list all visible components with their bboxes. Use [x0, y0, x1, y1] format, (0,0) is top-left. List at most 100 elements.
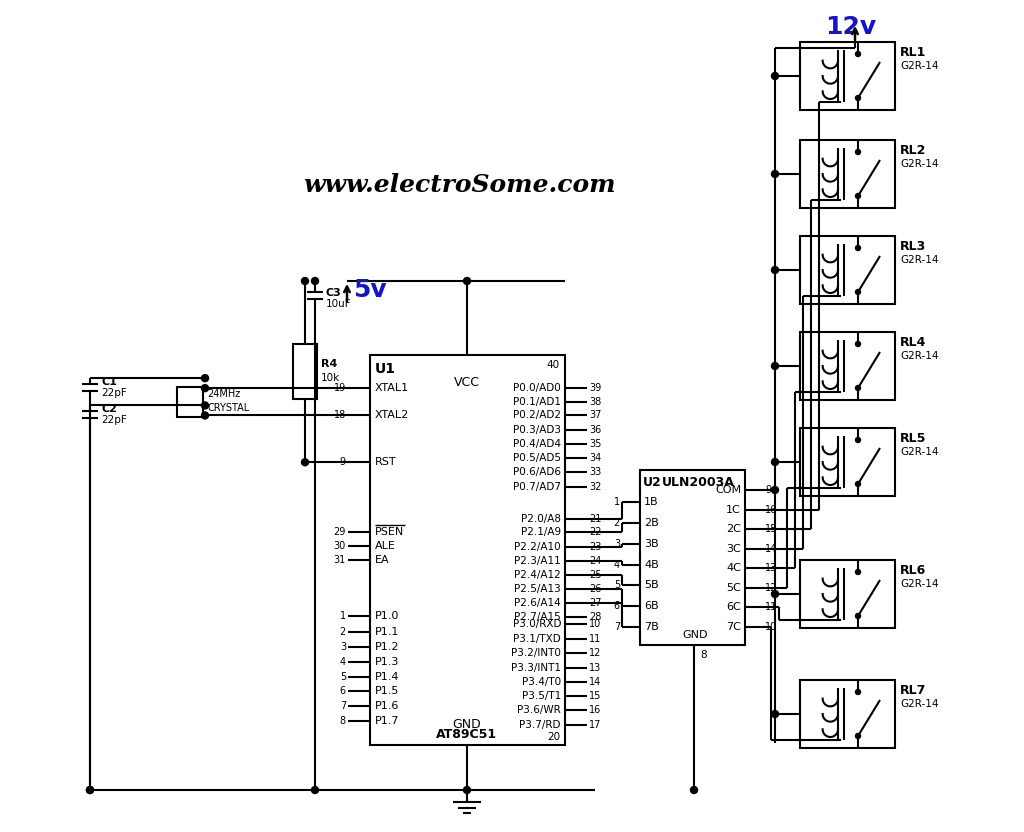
Text: 22pF: 22pF: [101, 389, 127, 399]
Text: GND: GND: [682, 630, 708, 640]
Circle shape: [771, 266, 778, 274]
Text: ULN2003A: ULN2003A: [662, 476, 735, 488]
Text: 28: 28: [589, 612, 601, 622]
Bar: [800, 680, 895, 748]
Circle shape: [690, 786, 697, 794]
Text: 2: 2: [613, 518, 620, 527]
Text: 4B: 4B: [644, 559, 658, 569]
Text: P3.7/RD: P3.7/RD: [519, 720, 561, 730]
Text: P0.5/AD5: P0.5/AD5: [513, 453, 561, 463]
Text: 4: 4: [340, 657, 346, 667]
Text: G2R-14: G2R-14: [900, 61, 939, 71]
Text: 15: 15: [765, 524, 777, 534]
Text: P0.3/AD3: P0.3/AD3: [513, 425, 561, 435]
Text: 1B: 1B: [644, 497, 658, 507]
Text: COM: COM: [715, 485, 741, 495]
Text: 38: 38: [589, 397, 601, 407]
Text: 3: 3: [340, 641, 346, 651]
Text: 9: 9: [765, 485, 771, 495]
Text: RL7: RL7: [900, 684, 927, 696]
Text: P0.2/AD2: P0.2/AD2: [513, 410, 561, 420]
Circle shape: [311, 786, 318, 794]
Text: U1: U1: [375, 362, 396, 376]
Text: P0.4/AD4: P0.4/AD4: [513, 439, 561, 449]
Text: RL4: RL4: [900, 335, 927, 349]
Text: 10k: 10k: [321, 373, 340, 383]
Text: P3.3/INT1: P3.3/INT1: [511, 663, 561, 673]
Circle shape: [771, 72, 778, 80]
Circle shape: [771, 711, 778, 717]
Text: 34: 34: [589, 453, 601, 463]
Bar: [293, 344, 317, 399]
Text: G2R-14: G2R-14: [900, 351, 939, 361]
Text: P3.6/WR: P3.6/WR: [517, 705, 561, 715]
Text: C2: C2: [101, 404, 117, 414]
Circle shape: [86, 786, 93, 794]
Text: C1: C1: [101, 377, 117, 387]
Text: P1.4: P1.4: [375, 671, 399, 681]
Text: P2.6/A14: P2.6/A14: [514, 598, 561, 608]
Text: C3: C3: [326, 288, 342, 298]
Text: P1.0: P1.0: [375, 612, 399, 622]
Text: P3.0/RXD: P3.0/RXD: [512, 619, 561, 629]
Text: PSEN: PSEN: [375, 527, 404, 537]
Circle shape: [311, 278, 318, 285]
Text: R4: R4: [321, 359, 337, 369]
Text: www.electroSome.com: www.electroSome.com: [304, 173, 616, 197]
Circle shape: [855, 290, 860, 295]
Text: P1.7: P1.7: [375, 716, 399, 726]
Text: RL6: RL6: [900, 563, 927, 577]
Text: 6B: 6B: [644, 602, 658, 612]
Text: 3B: 3B: [644, 538, 658, 548]
Text: P3.2/INT0: P3.2/INT0: [511, 648, 561, 658]
Text: 1: 1: [613, 497, 620, 507]
Text: 30: 30: [334, 541, 346, 551]
Text: 22pF: 22pF: [101, 415, 127, 425]
Text: 13: 13: [765, 563, 777, 573]
Text: 37: 37: [589, 410, 601, 420]
Text: P2.5/A13: P2.5/A13: [514, 584, 561, 594]
Text: P2.3/A11: P2.3/A11: [514, 556, 561, 566]
Text: 16: 16: [589, 705, 601, 715]
Circle shape: [771, 487, 778, 493]
Circle shape: [855, 96, 860, 101]
Text: 16: 16: [765, 504, 777, 514]
Text: 35: 35: [589, 439, 601, 449]
Text: 7B: 7B: [644, 622, 658, 632]
Text: P3.4/T0: P3.4/T0: [522, 676, 561, 687]
Text: 33: 33: [589, 467, 601, 477]
Text: 15: 15: [589, 691, 601, 701]
Text: ALE: ALE: [375, 541, 396, 551]
Text: 10: 10: [589, 619, 601, 629]
Bar: [800, 140, 895, 208]
Text: 19: 19: [334, 384, 346, 394]
Text: G2R-14: G2R-14: [900, 159, 939, 169]
Text: 1: 1: [340, 612, 346, 622]
Text: 7: 7: [340, 701, 346, 711]
Text: 8: 8: [700, 650, 707, 660]
Circle shape: [855, 385, 860, 390]
Text: U2: U2: [643, 476, 662, 488]
Text: EA: EA: [375, 555, 389, 565]
Text: P1.2: P1.2: [375, 641, 399, 651]
Bar: [177, 387, 203, 417]
Text: RL2: RL2: [900, 143, 927, 156]
Circle shape: [855, 150, 860, 155]
Circle shape: [464, 786, 470, 794]
Text: P0.1/AD1: P0.1/AD1: [513, 397, 561, 407]
Text: 5v: 5v: [353, 278, 387, 302]
Text: P3.1/TXD: P3.1/TXD: [513, 634, 561, 644]
Text: 5: 5: [613, 581, 620, 591]
Text: 10uF: 10uF: [326, 299, 351, 309]
Text: 1C: 1C: [726, 504, 741, 514]
Circle shape: [202, 384, 209, 392]
Text: CRYSTAL: CRYSTAL: [207, 403, 249, 413]
Circle shape: [855, 194, 860, 199]
Text: G2R-14: G2R-14: [900, 699, 939, 709]
Text: 29: 29: [334, 527, 346, 537]
Text: P0.7/AD7: P0.7/AD7: [513, 482, 561, 492]
Text: RL5: RL5: [900, 432, 927, 444]
Text: VCC: VCC: [454, 377, 480, 389]
Text: 18: 18: [334, 410, 346, 420]
Text: P1.1: P1.1: [375, 626, 399, 637]
